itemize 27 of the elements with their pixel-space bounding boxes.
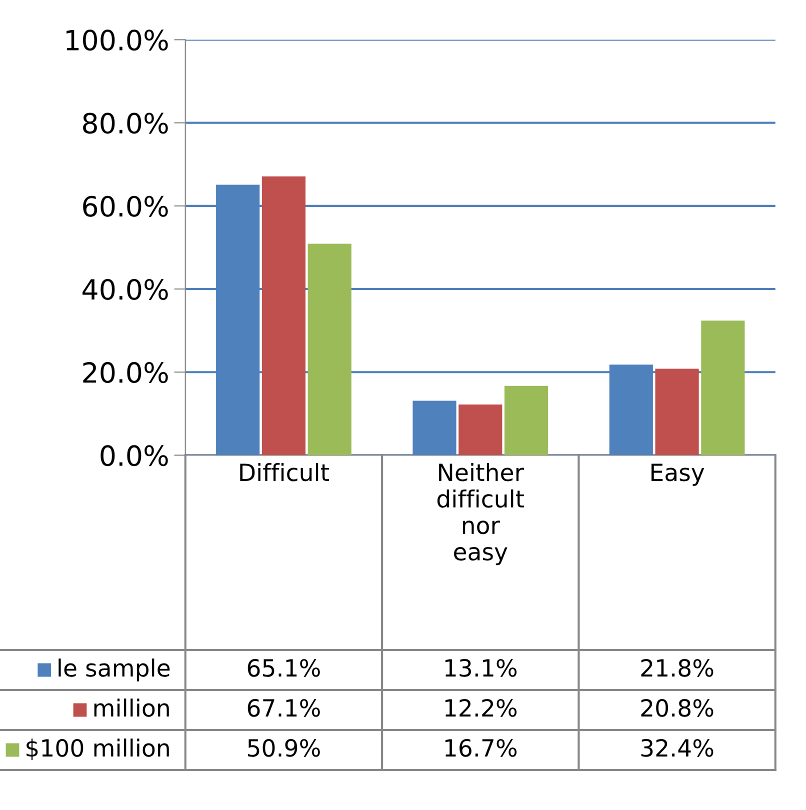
data-label: 13.1% (445, 658, 517, 677)
legend-label: million (94, 698, 169, 717)
y-tick-label: 40.0% (82, 278, 168, 300)
y-tick-label: 20.0% (83, 362, 168, 384)
legend-label: $100 million (26, 738, 169, 760)
bar (262, 176, 306, 456)
data-label: 12.2% (445, 698, 517, 717)
x-tick-label: Easy (652, 464, 704, 486)
y-tick-label: 0.0% (100, 445, 168, 466)
legend-label: le sample (58, 658, 170, 682)
data-label: 21.8% (641, 658, 714, 677)
data-label: 16.7% (445, 738, 517, 757)
y-tick-label: 60.0% (83, 196, 168, 217)
x-tick-label: Difficult (240, 463, 329, 482)
data-label: 20.8% (641, 698, 714, 717)
bar (701, 320, 745, 456)
bar (655, 368, 699, 456)
bar (308, 244, 352, 456)
y-tick-label: 80.0% (83, 112, 168, 134)
y-tick-label: 100.0% (66, 30, 168, 51)
data-label: 32.4% (641, 738, 714, 757)
data-label: 65.1% (248, 658, 320, 677)
data-label: 67.1% (248, 698, 320, 717)
x-tick-label: Neither difficult nor easy (437, 463, 524, 566)
bar (458, 404, 502, 456)
data-label: 50.9% (248, 738, 320, 757)
bar (504, 386, 548, 456)
